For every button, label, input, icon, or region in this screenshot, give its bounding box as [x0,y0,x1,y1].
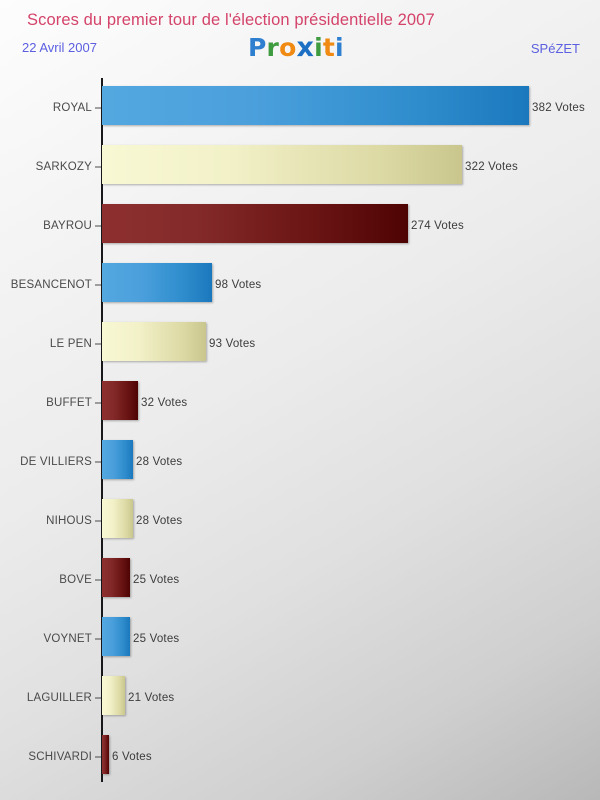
bar[interactable] [102,440,133,479]
city-label: SPéZET [530,41,580,56]
bar-value-label: 28 Votes [136,514,183,527]
bar-row: VOYNET 25 Votes [0,609,600,668]
bar-row: BAYROU 274 Votes [0,196,600,255]
bar[interactable] [102,558,130,597]
bar[interactable] [102,617,130,656]
category-label: BUFFET [46,396,92,409]
category-label: DE VILLIERS [20,455,92,468]
category-label: LAGUILLER [26,691,92,704]
category-label: SCHIVARDI [28,750,92,763]
axis-tick [95,343,101,344]
bar-row: NIHOUS 28 Votes [0,491,600,550]
bar-row: LAGUILLER 21 Votes [0,668,600,727]
logo-letter-x: x [296,32,315,63]
bar-value-label: 32 Votes [141,396,188,409]
bar-row: SARKOZY 322 Votes [0,137,600,196]
axis-tick [95,166,101,167]
axis-tick [95,107,101,108]
bar[interactable] [102,86,529,125]
category-label: BOVE [59,573,92,586]
logo-letter-t: t [322,33,336,62]
bar-row: LE PEN 93 Votes [0,314,600,373]
bar-value-label: 28 Votes [136,455,183,468]
bar-value-label: 6 Votes [112,750,152,763]
category-label: VOYNET [43,632,92,645]
bar[interactable] [102,145,462,184]
axis-tick [95,520,101,521]
y-axis-line [101,78,103,782]
bar[interactable] [102,322,206,361]
axis-tick [95,756,101,757]
axis-tick [95,461,101,462]
bar-value-label: 382 Votes [532,101,585,114]
bar-row: BESANCENOT 98 Votes [0,255,600,314]
bar[interactable] [102,204,408,243]
bar-row: BUFFET 32 Votes [0,373,600,432]
axis-tick [95,579,101,580]
bar-row: ROYAL 382 Votes [0,78,600,137]
axis-tick [95,697,101,698]
bar-row: SCHIVARDI 6 Votes [0,727,600,786]
axis-tick [95,284,101,285]
axis-tick [95,638,101,639]
chart-date-label: 22 Avril 2007 [22,40,97,55]
bar[interactable] [102,735,109,774]
bar-value-label: 98 Votes [215,278,262,291]
bar[interactable] [102,381,138,420]
logo-letter-i2: i [335,33,344,62]
logo-letter-i1: i [314,33,323,62]
bar-row: BOVE 25 Votes [0,550,600,609]
bar-chart-plot-area: ROYAL 382 Votes SARKOZY 322 Votes BAYROU 274 … [0,78,600,800]
bar[interactable] [102,676,125,715]
bar-value-label: 274 Votes [411,219,464,232]
logo-letter-p: P [248,33,267,62]
bar-value-label: 21 Votes [128,691,175,704]
chart-header: Scores du premier tour de l'élection pré… [0,0,600,78]
proxiti-logo[interactable]: Proxiti [248,34,344,61]
axis-tick [95,402,101,403]
axis-tick [95,225,101,226]
bar-value-label: 25 Votes [133,573,180,586]
bar[interactable] [102,499,133,538]
category-label: NIHOUS [46,514,92,527]
page-title: Scores du premier tour de l'élection pré… [27,11,435,29]
logo-letter-o: o [279,33,297,62]
category-label: BESANCENOT [10,278,92,291]
category-label: BAYROU [43,219,92,232]
bar[interactable] [102,263,212,302]
bar-value-label: 25 Votes [133,632,180,645]
category-label: ROYAL [52,101,92,114]
category-label: SARKOZY [35,160,92,173]
bar-value-label: 322 Votes [465,160,518,173]
category-label: LE PEN [49,337,92,350]
bar-value-label: 93 Votes [209,337,256,350]
logo-letter-r: r [266,33,280,62]
bar-row: DE VILLIERS 28 Votes [0,432,600,491]
